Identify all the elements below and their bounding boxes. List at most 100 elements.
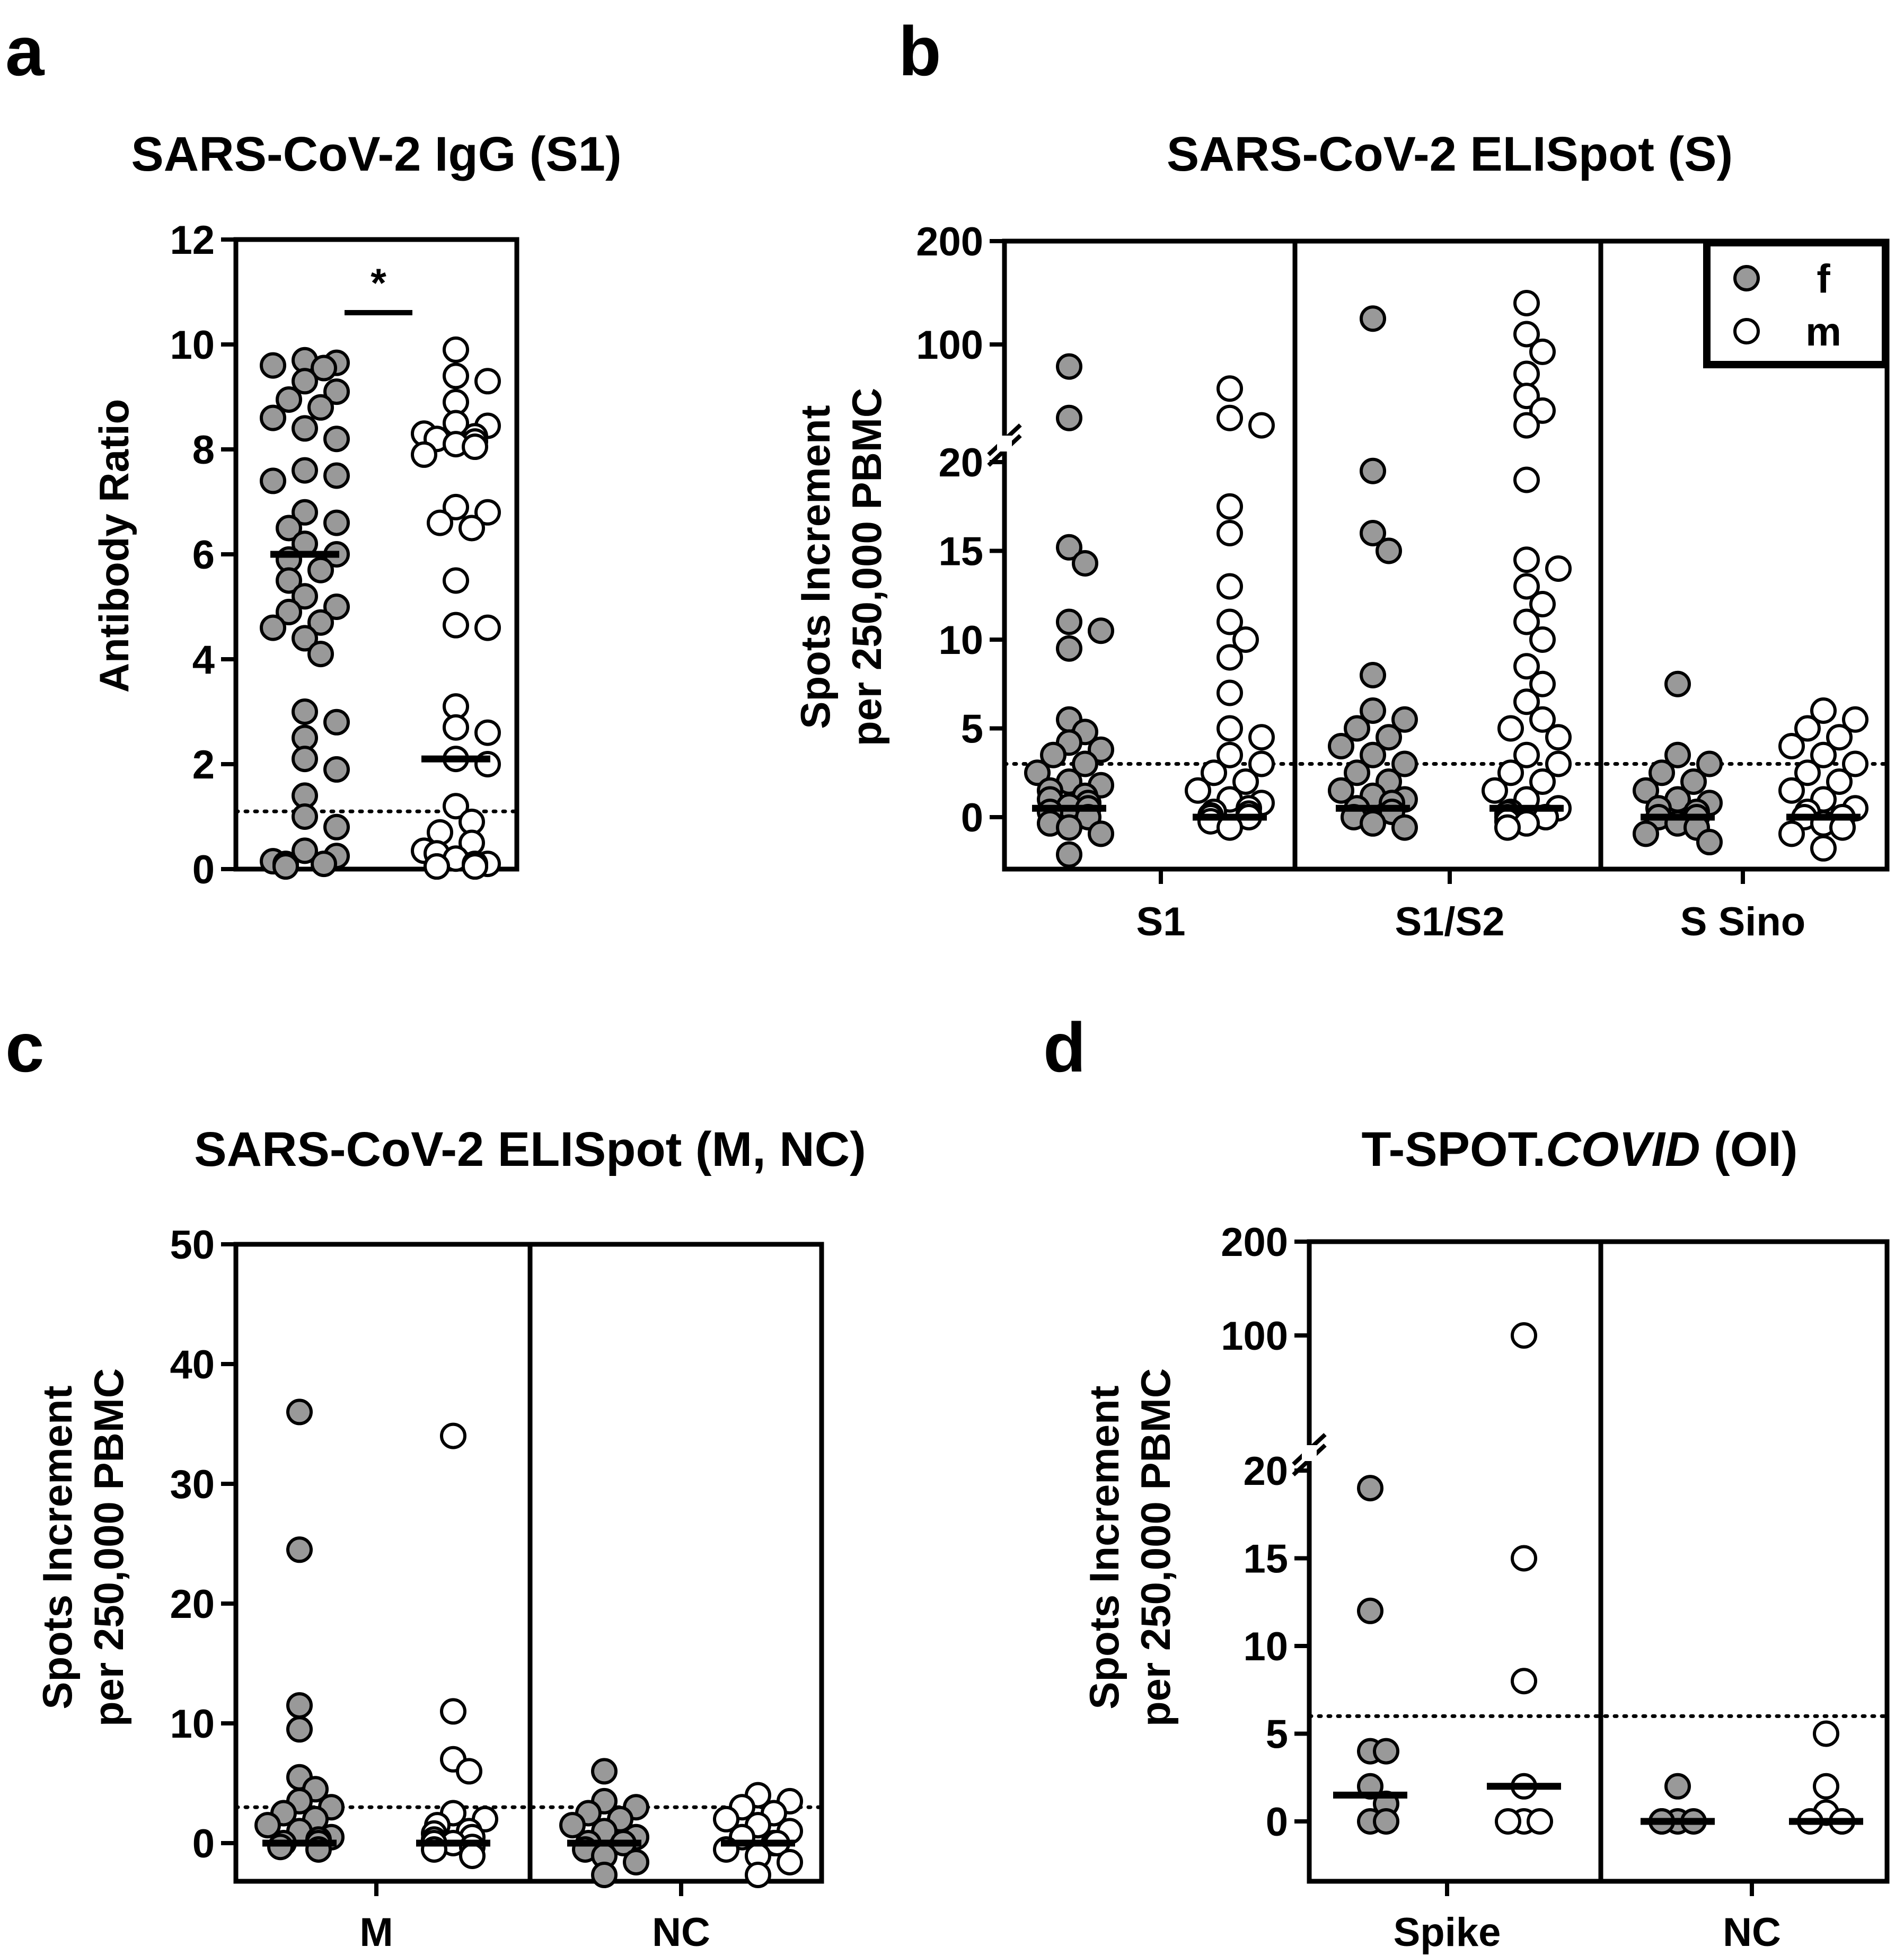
panel-b-ytick-label: 10	[938, 618, 983, 663]
panel-a-f-point	[272, 853, 299, 880]
panel-c-ylabel-line1: Spots Increment	[34, 1385, 81, 1709]
legend: f m	[1703, 239, 1889, 368]
panel-b-m-point	[1248, 750, 1275, 777]
panel-b-f-point	[1072, 750, 1098, 777]
panel-b-m-point	[1778, 777, 1805, 804]
panel-b-f-point	[1680, 768, 1707, 795]
panel-b-ytick-label: 5	[961, 707, 983, 752]
panel-b-f-point	[1633, 777, 1659, 804]
panel-d-m-point	[1511, 1668, 1537, 1695]
panel-b-m-point	[1842, 750, 1868, 777]
panel-c-xtick-label: NC	[652, 1910, 710, 1955]
panel-b-f-point	[1360, 662, 1386, 688]
panel-b-ytick-label: 200	[916, 219, 983, 264]
panel-a-f-point	[311, 355, 337, 382]
panel-c-ytick-label: 30	[170, 1462, 215, 1507]
panel-b-m-point	[1217, 573, 1243, 600]
panel-a-f-point	[323, 756, 350, 783]
panel-b-ylabel-line1: Spots Increment	[792, 405, 839, 729]
panel-a-f-point	[276, 386, 302, 413]
panel-b-title: SARS-CoV-2 ELISpot (S)	[1167, 127, 1733, 181]
panel-b-f-point	[1344, 759, 1370, 786]
panel-a-m-point	[427, 509, 453, 536]
panel-c-f-point	[591, 1862, 618, 1888]
panel-d-m-point	[1495, 1808, 1521, 1835]
panel-b-axis-break-gap	[997, 436, 1012, 452]
panel-a-f-point	[292, 625, 318, 652]
panel-c-f-point	[286, 1399, 313, 1426]
panel-c-f-point	[559, 1812, 586, 1839]
panel-b-f-point	[1024, 759, 1051, 786]
panel-b-f-point	[1633, 820, 1659, 847]
panel-c-ytick-label: 0	[192, 1821, 215, 1866]
panel-b-m-point	[1248, 412, 1275, 439]
panel-c-ylabel-line2: per 250,000 PBMC	[85, 1368, 132, 1727]
panel-b-f-point	[1360, 457, 1386, 484]
panel-d-ylabel-line2: per 250,000 PBMC	[1132, 1368, 1179, 1727]
panel-b-m-point	[1513, 466, 1540, 493]
panel-a-f-point	[292, 457, 318, 484]
panel-b-f-point	[1391, 706, 1418, 733]
panel-b-m-point	[1217, 679, 1243, 706]
panel-b-m-point	[1513, 360, 1540, 387]
panel-a-m-point	[474, 614, 501, 641]
panel-a-m-point	[474, 368, 501, 395]
panel-a-f-point	[307, 556, 334, 583]
panel-b-f-point	[1360, 520, 1386, 546]
panel-a-f-point	[292, 698, 318, 725]
panel-a-f-point	[292, 837, 318, 864]
panel-a-ytick-label: 0	[192, 847, 215, 892]
panel-d-title: T-SPOT.COVID (OI)	[1362, 1122, 1798, 1176]
panel-a-m-point	[443, 567, 469, 594]
panel-label-d: d	[1043, 1008, 1086, 1086]
legend-m-marker	[1733, 318, 1760, 344]
panel-d-f-point	[1373, 1808, 1399, 1835]
panel-b-xtick-label: S1	[1136, 899, 1186, 944]
panel-d-ytick-label: 0	[1266, 1800, 1288, 1845]
panel-d-f-point	[1373, 1738, 1399, 1765]
panel-b-f-point	[1391, 750, 1418, 777]
panel-b-m-point	[1545, 750, 1572, 777]
panel-c-ytick-label: 10	[170, 1702, 215, 1747]
panel-b-m-point	[1513, 741, 1540, 768]
panel-a-f-point	[307, 394, 334, 421]
panel-a-title: SARS-CoV-2 IgG (S1)	[131, 127, 621, 181]
panel-b-m-point	[1529, 591, 1556, 617]
panel-b-m-point	[1545, 724, 1572, 751]
panel-b-f-point	[1056, 814, 1082, 841]
panel-a-f-point	[311, 851, 337, 878]
panel-b-f-point	[1360, 810, 1386, 837]
panel-a-f-point	[292, 803, 318, 830]
panel-label-b: b	[898, 12, 941, 90]
panel-b-m-point	[1217, 375, 1243, 402]
legend-m-label: m	[1805, 309, 1841, 355]
panel-b-f-point	[1328, 733, 1354, 759]
panel-a-ytick-label: 10	[170, 323, 215, 368]
panel-a-f-point	[292, 746, 318, 773]
panel-b-m-point	[1810, 835, 1837, 862]
panel-a-ytick-label: 12	[170, 218, 215, 263]
panel-b-f-point	[1088, 617, 1114, 644]
panel-a-m-point	[411, 441, 437, 468]
panel-a-significance-star: *	[371, 261, 386, 306]
panel-b-xtick-label: S1/S2	[1395, 899, 1504, 944]
panel-d-axis-break-gap	[1302, 1445, 1317, 1461]
panel-b-ytick-label: 100	[916, 323, 983, 368]
panel-a-ytick-label: 4	[192, 638, 215, 683]
panel-b-f-point	[1664, 741, 1691, 768]
panel-b-m-point	[1497, 715, 1524, 742]
panel-c-f-point	[254, 1812, 281, 1839]
panel-d-ytick-label: 200	[1221, 1220, 1288, 1265]
panel-a-f-point	[323, 594, 350, 620]
panel-a-f-point	[307, 641, 334, 668]
panel-a-f-point	[260, 467, 286, 494]
panel-d-m-point	[1813, 1720, 1839, 1747]
panel-c-f-point	[623, 1849, 649, 1875]
panel-b-m-point	[1217, 644, 1243, 671]
panel-b-m-point	[1201, 759, 1227, 786]
panel-d-ytick-label: 20	[1243, 1449, 1288, 1494]
panel-c-ytick-label: 40	[170, 1342, 215, 1387]
panel-b-xtick-label: S Sino	[1680, 899, 1805, 944]
panel-d-f-point	[1357, 1597, 1383, 1624]
panel-b-f-point	[1040, 741, 1066, 768]
